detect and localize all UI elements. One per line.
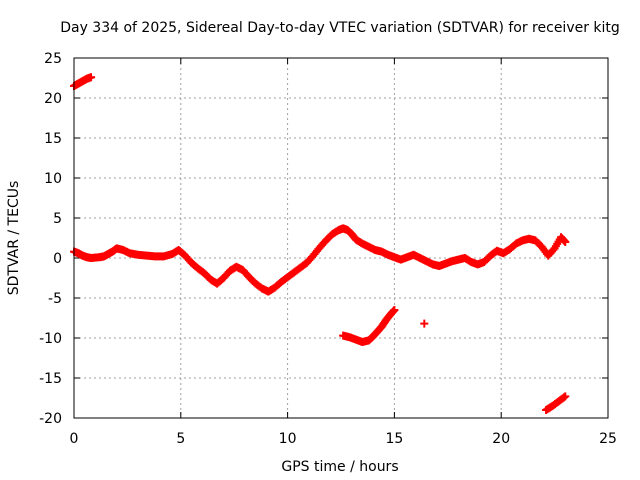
chart-title: Day 334 of 2025, Sidereal Day-to-day VTE… (60, 20, 620, 36)
grid-lines (74, 58, 608, 418)
x-tick-label: 20 (492, 431, 510, 447)
y-axis-label: SDTVAR / TECUs (6, 181, 22, 296)
data-point (561, 392, 570, 401)
x-tick-label: 5 (176, 431, 185, 447)
x-tick-label: 0 (70, 431, 79, 447)
y-tick-label: 20 (44, 91, 62, 107)
data-point (561, 238, 570, 246)
x-axis-label: GPS time / hours (281, 459, 398, 475)
data-point (420, 319, 429, 328)
plot-frame (73, 57, 609, 419)
x-tick-label: 25 (599, 431, 617, 447)
y-tick-label: -20 (39, 411, 62, 427)
data-point (87, 73, 96, 82)
y-tick-label: 0 (53, 251, 62, 267)
y-tick-label: -10 (39, 331, 62, 347)
data-point (390, 306, 399, 314)
tick-labels: 0 5 10 15 20 25 25 20 15 10 5 0 -5 -10 -15 -20 (39, 51, 617, 447)
data-markers (70, 73, 570, 414)
y-tick-label: -15 (39, 371, 62, 387)
y-tick-label: 15 (44, 131, 62, 147)
y-tick-label: 10 (44, 171, 62, 187)
y-tick-label: 25 (44, 51, 62, 67)
y-tick-label: -5 (48, 291, 62, 307)
x-tick-label: 15 (385, 431, 403, 447)
y-tick-label: 5 (53, 211, 62, 227)
x-tick-label: 10 (279, 431, 297, 447)
